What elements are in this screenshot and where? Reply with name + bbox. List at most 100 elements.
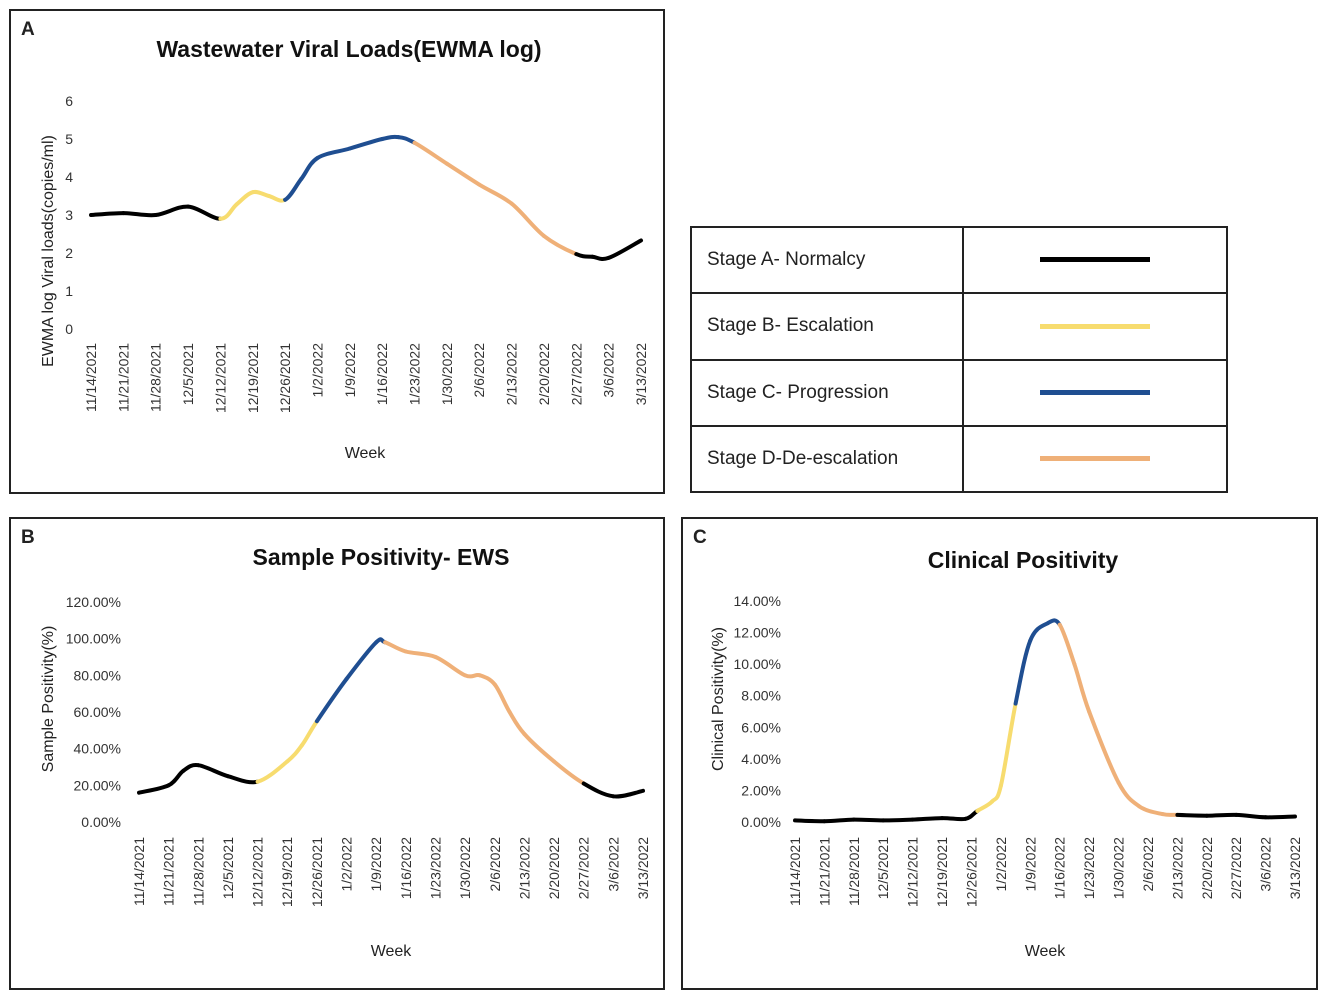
y-tick-label: 10.00% bbox=[734, 656, 781, 672]
series-segment-stage-b bbox=[300, 719, 319, 747]
series-segment-stage-a bbox=[181, 763, 201, 773]
x-tick-label: 2/6/2022 bbox=[1140, 837, 1156, 892]
series-segment-stage-a bbox=[590, 254, 611, 261]
series-segment-stage-a bbox=[1263, 814, 1297, 820]
x-tick-label: 12/19/2021 bbox=[934, 837, 950, 907]
series-segment-stage-a bbox=[137, 783, 171, 795]
chart-title: Clinical Positivity bbox=[928, 547, 1119, 573]
x-tick-label: 1/2/2022 bbox=[309, 343, 325, 398]
series-segment-stage-d bbox=[1072, 662, 1092, 714]
x-tick-label: 11/28/2021 bbox=[148, 343, 164, 412]
x-tick-label: 1/30/2022 bbox=[439, 343, 455, 405]
y-tick-label: 2 bbox=[65, 245, 73, 261]
panel-a: A Wastewater Viral Loads(EWMA log) 0 1 2 3 4 5… bbox=[9, 9, 665, 494]
chart-title: Sample Positivity- EWS bbox=[253, 544, 510, 570]
series-segment-stage-b bbox=[998, 701, 1018, 788]
chart-title: Wastewater Viral Loads(EWMA log) bbox=[156, 36, 541, 62]
x-tick-label: 1/9/2022 bbox=[1022, 837, 1038, 892]
x-tick-label: 11/21/2021 bbox=[816, 837, 832, 906]
series-segment-stage-d bbox=[1137, 804, 1165, 817]
x-tick-label: 12/26/2021 bbox=[309, 837, 325, 907]
series-segment-stage-d bbox=[477, 673, 497, 687]
y-tick-label: 0.00% bbox=[741, 814, 781, 830]
series-segment-stage-c bbox=[314, 677, 349, 724]
chart-a: Wastewater Viral Loads(EWMA log) 0 1 2 3 4 5 6 1… bbox=[40, 36, 649, 462]
x-tick-label: 12/12/2021 bbox=[905, 837, 921, 907]
legend-swatch-cell bbox=[962, 358, 1228, 427]
x-tick-label: 2/13/2022 bbox=[1169, 837, 1185, 899]
y-tick-label: 6.00% bbox=[741, 719, 781, 735]
legend-swatch-cell bbox=[962, 292, 1228, 361]
x-tick-label: 2/6/2022 bbox=[487, 837, 503, 892]
x-tick-label: 2/27/2022 bbox=[576, 837, 592, 899]
series-segment-stage-a bbox=[166, 768, 186, 788]
x-tick-label: 1/16/2022 bbox=[1052, 837, 1068, 899]
y-tick-label: 80.00% bbox=[74, 667, 121, 683]
series-segment-stage-a bbox=[153, 204, 191, 217]
x-tick-label: 1/30/2022 bbox=[457, 837, 473, 899]
series-segment-stage-a bbox=[963, 808, 980, 821]
x-tick-label: 2/20/2022 bbox=[536, 343, 552, 405]
series-segment-stage-d bbox=[492, 682, 512, 714]
x-tick-label: 2/20/2022 bbox=[546, 837, 562, 899]
y-tick-label: 4 bbox=[65, 169, 73, 185]
series-segment-stage-a bbox=[881, 817, 915, 823]
series-segment-stage-a bbox=[225, 774, 260, 785]
x-tick-label: 1/23/2022 bbox=[427, 837, 443, 899]
series-segment-stage-d bbox=[541, 233, 579, 257]
series-segment-stage-d bbox=[1057, 622, 1077, 667]
series-segment-stage-b bbox=[285, 743, 305, 764]
series-segment-stage-b bbox=[250, 189, 271, 198]
x-tick-label: 12/5/2021 bbox=[220, 837, 236, 899]
series-segment-stage-a bbox=[581, 781, 616, 799]
x-tick-label: 1/2/2022 bbox=[339, 837, 355, 892]
series-segment-stage-c bbox=[283, 176, 304, 202]
series-segment-stage-a bbox=[910, 816, 945, 822]
series-segment-stage-a bbox=[851, 817, 886, 823]
series-segment-stage-c bbox=[344, 640, 379, 681]
x-tick-label: 12/5/2021 bbox=[180, 343, 196, 405]
x-tick-label: 11/28/2021 bbox=[846, 837, 862, 906]
panel-letter: C bbox=[693, 527, 707, 548]
series-segment-stage-a bbox=[196, 763, 230, 779]
panel-letter: A bbox=[21, 19, 35, 40]
series-segment-stage-a bbox=[822, 817, 856, 824]
x-tick-label: 2/20/2022 bbox=[1199, 837, 1215, 899]
x-tick-label: 2/13/2022 bbox=[504, 343, 520, 405]
series-segment-stage-c bbox=[396, 135, 417, 145]
x-tick-label: 1/9/2022 bbox=[342, 343, 358, 398]
series-segment-stage-b bbox=[266, 194, 288, 203]
series-segment-stage-a bbox=[121, 211, 158, 218]
x-axis-label: Week bbox=[1025, 943, 1067, 960]
series-segment-stage-c bbox=[299, 156, 320, 181]
series-segment-stage-d bbox=[1087, 709, 1121, 785]
y-axis-label: Clinical Positivity(%) bbox=[710, 627, 727, 771]
panel-b: B Sample Positivity- EWS 0.00% 20.00% 40.00… bbox=[9, 517, 665, 990]
legend-swatch bbox=[1040, 389, 1150, 395]
x-tick-label: 1/23/2022 bbox=[407, 343, 423, 405]
y-tick-label: 0 bbox=[65, 321, 73, 337]
series-segment-stage-b bbox=[218, 202, 239, 221]
legend-row: Stage A- Normalcy bbox=[690, 225, 1228, 295]
series-segment-stage-a bbox=[186, 204, 223, 221]
x-tick-label: 1/16/2022 bbox=[398, 837, 414, 899]
x-tick-label: 12/26/2021 bbox=[963, 837, 979, 907]
series-segment-stage-a bbox=[1204, 812, 1239, 818]
x-axis-label: Week bbox=[345, 445, 387, 462]
y-tick-label: 4.00% bbox=[741, 751, 781, 767]
x-tick-label: 11/21/2021 bbox=[115, 343, 131, 412]
x-tick-label: 11/21/2021 bbox=[161, 837, 177, 906]
x-tick-label: 1/2/2022 bbox=[993, 837, 1009, 892]
legend-swatch bbox=[1040, 257, 1150, 263]
x-tick-label: 12/19/2021 bbox=[245, 343, 261, 413]
series-segment-stage-a bbox=[606, 238, 643, 260]
legend-row: Stage B- Escalation bbox=[690, 292, 1228, 361]
series-segment-stage-a bbox=[574, 252, 595, 259]
chart-c: Clinical Positivity 0.00% 2.00% 4.00% 6.00% 8… bbox=[710, 547, 1303, 960]
legend-label: Stage B- Escalation bbox=[690, 292, 964, 361]
series-segment-stage-d bbox=[463, 673, 482, 679]
series-segment-stage-b bbox=[255, 759, 290, 784]
y-tick-label: 20.00% bbox=[74, 777, 121, 793]
series-segment-stage-d bbox=[522, 732, 557, 764]
chart-b: Sample Positivity- EWS 0.00% 20.00% 40.00% 6… bbox=[40, 544, 651, 960]
